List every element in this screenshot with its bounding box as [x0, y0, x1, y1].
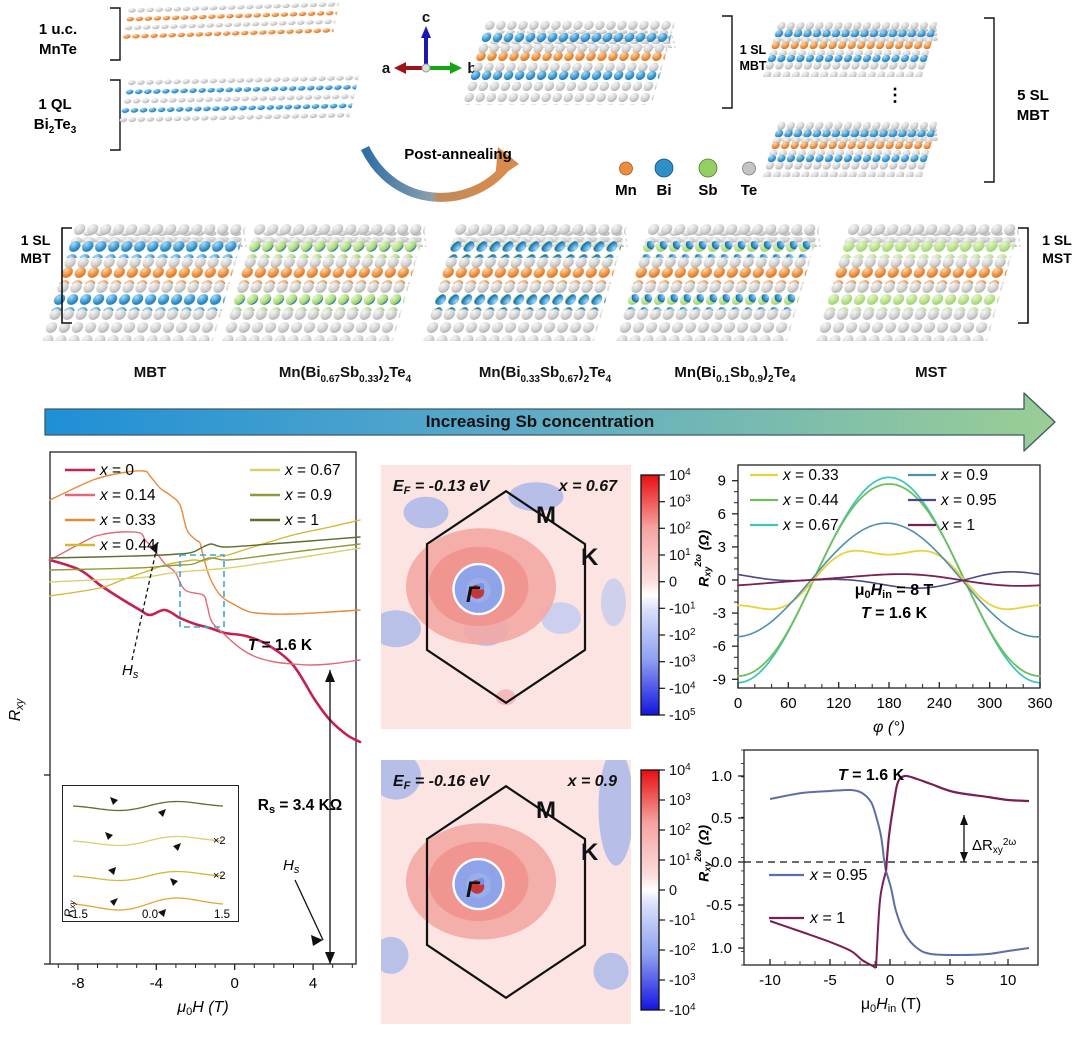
svg-text:T = 1.6 K: T = 1.6 K [861, 605, 928, 622]
svg-text:6: 6 [718, 506, 726, 523]
svg-text:x = 0.67: x = 0.67 [558, 478, 618, 495]
svg-text:-101: -101 [669, 600, 696, 617]
svg-text:0: 0 [231, 975, 239, 992]
svg-text:-104: -104 [669, 680, 696, 697]
svg-text:Γ: Γ [466, 877, 481, 902]
svg-text:101: 101 [669, 852, 691, 869]
svg-text:φ (°): φ (°) [873, 719, 905, 736]
svg-text:103: 103 [669, 792, 691, 809]
svg-text:180: 180 [876, 695, 901, 712]
svg-text:103: 103 [669, 494, 691, 511]
svg-text:×2: ×2 [213, 870, 226, 882]
svg-text:-102: -102 [669, 627, 696, 644]
svg-text:60: 60 [780, 695, 797, 712]
svg-text:102: 102 [669, 822, 691, 839]
svg-text:-6: -6 [713, 638, 726, 655]
svg-text:Rxy: Rxy [7, 697, 26, 721]
svg-text:K: K [581, 839, 599, 866]
svg-text:x = 0.33: x = 0.33 [782, 467, 839, 484]
svg-text:1.5: 1.5 [214, 909, 230, 921]
svg-text:μ0Hin (T): μ0Hin (T) [861, 996, 921, 1015]
svg-text:-4: -4 [150, 975, 163, 992]
svg-text:9: 9 [718, 473, 726, 490]
svg-text:0: 0 [886, 972, 894, 989]
svg-text:120: 120 [826, 695, 851, 712]
svg-text:0: 0 [669, 883, 677, 899]
svg-text:0: 0 [669, 575, 677, 591]
svg-text:x = 1: x = 1 [284, 512, 319, 529]
svg-text:x = 0.9: x = 0.9 [567, 773, 617, 790]
svg-text:104: 104 [669, 762, 691, 779]
svg-text:360: 360 [1027, 695, 1052, 712]
svg-text:-3: -3 [713, 605, 726, 622]
svg-text:-103: -103 [669, 654, 696, 671]
svg-text:x = 0.67: x = 0.67 [782, 517, 839, 534]
svg-text:M: M [536, 502, 556, 529]
svg-text:Rxy: Rxy [62, 900, 77, 918]
svg-text:101: 101 [669, 547, 691, 564]
svg-text:4: 4 [309, 975, 317, 992]
svg-text:x = 0.95: x = 0.95 [940, 492, 997, 509]
svg-text:x = 0.33: x = 0.33 [99, 512, 156, 529]
svg-text:102: 102 [669, 520, 691, 537]
svg-text:T = 1.6 K: T = 1.6 K [248, 637, 313, 654]
svg-text:1.0: 1.0 [711, 768, 732, 785]
svg-text:x = 0.67: x = 0.67 [284, 462, 341, 479]
svg-text:×2: ×2 [213, 835, 226, 847]
svg-text:T = 1.6 K: T = 1.6 K [838, 767, 905, 784]
svg-text:5: 5 [946, 972, 954, 989]
svg-text:0.5: 0.5 [711, 810, 732, 827]
svg-text:1.0: 1.0 [711, 940, 732, 957]
svg-text:Increasing Sb concentration: Increasing Sb concentration [426, 412, 655, 431]
svg-text:-105: -105 [669, 707, 696, 724]
svg-text:-5: -5 [823, 972, 836, 989]
svg-text:-8: -8 [71, 975, 84, 992]
svg-text:3: 3 [718, 539, 726, 556]
svg-text:x = 0.9: x = 0.9 [284, 487, 332, 504]
svg-text:-0.5: -0.5 [706, 897, 732, 914]
svg-text:x = 0.44: x = 0.44 [782, 492, 839, 509]
svg-text:0: 0 [734, 695, 742, 712]
svg-text:-103: -103 [669, 972, 696, 989]
svg-text:x = 1: x = 1 [809, 910, 845, 927]
svg-text:μ0H (T): μ0H (T) [176, 999, 228, 1018]
svg-text:x = 0: x = 0 [99, 462, 134, 479]
svg-text:-102: -102 [669, 942, 696, 959]
svg-text:300: 300 [977, 695, 1002, 712]
svg-text:240: 240 [927, 695, 952, 712]
svg-text:-10: -10 [759, 972, 781, 989]
svg-text:x = 0.95: x = 0.95 [809, 867, 867, 884]
svg-text:0.0: 0.0 [142, 909, 158, 921]
svg-text:-9: -9 [713, 671, 726, 688]
svg-text:x = 0.14: x = 0.14 [99, 487, 156, 504]
svg-text:x = 1: x = 1 [940, 517, 975, 534]
svg-text:-104: -104 [669, 1002, 696, 1019]
svg-text:104: 104 [669, 467, 691, 484]
svg-text:M: M [536, 797, 556, 824]
svg-text:10: 10 [1000, 972, 1017, 989]
svg-text:x = 0.9: x = 0.9 [940, 467, 988, 484]
svg-text:x = 0.44: x = 0.44 [99, 537, 156, 554]
svg-text:-101: -101 [669, 912, 696, 929]
svg-text:K: K [581, 544, 599, 571]
svg-text:0.0: 0.0 [711, 854, 732, 871]
svg-text:Γ: Γ [466, 582, 481, 607]
svg-text:0: 0 [718, 572, 726, 589]
